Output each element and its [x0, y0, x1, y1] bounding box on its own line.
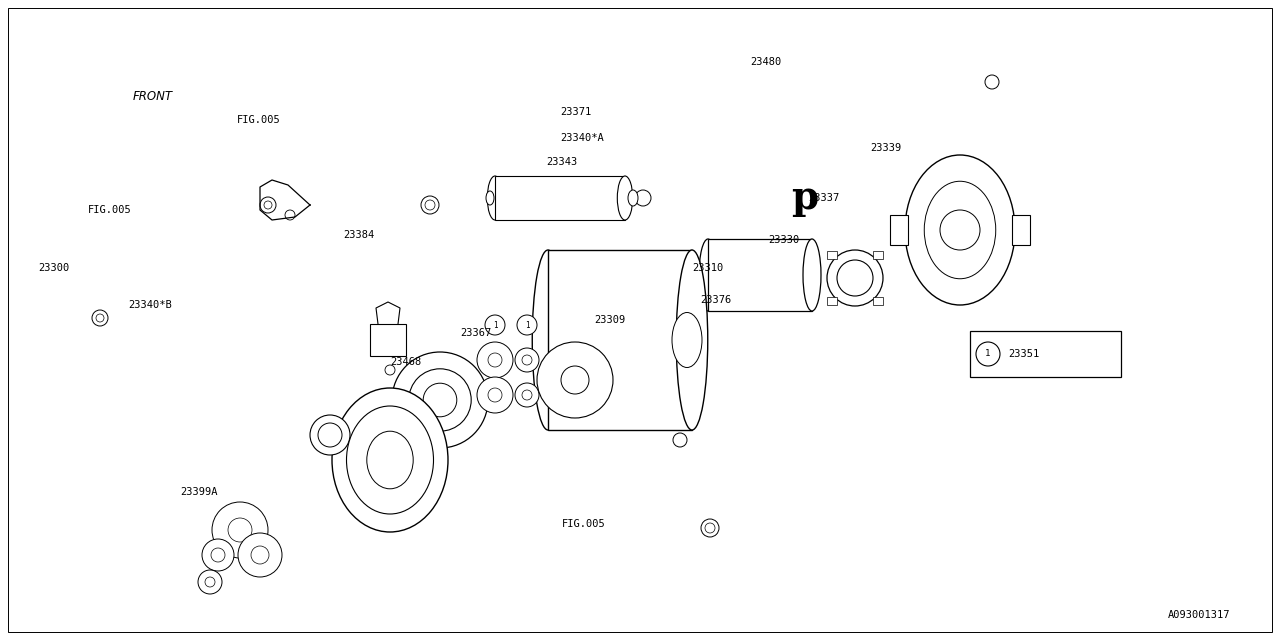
Text: 23340*B: 23340*B [128, 300, 172, 310]
Bar [548, 250, 692, 430]
Circle shape [96, 314, 104, 322]
Circle shape [317, 423, 342, 447]
Ellipse shape [905, 155, 1015, 305]
Text: 1: 1 [986, 349, 991, 358]
Text: A093001317: A093001317 [1167, 610, 1230, 620]
Bar [873, 251, 883, 259]
Circle shape [212, 502, 268, 558]
Circle shape [515, 383, 539, 407]
Ellipse shape [699, 239, 717, 311]
Text: 1: 1 [493, 321, 498, 330]
Text: 1: 1 [525, 321, 530, 330]
Circle shape [238, 533, 282, 577]
Text: 23367: 23367 [460, 328, 492, 338]
Circle shape [198, 570, 221, 594]
Bar [890, 215, 908, 245]
Circle shape [425, 200, 435, 210]
Circle shape [251, 546, 269, 564]
Bar [370, 324, 406, 356]
Text: 23339: 23339 [870, 143, 901, 153]
Circle shape [202, 539, 234, 571]
Text: 23310: 23310 [692, 263, 723, 273]
Text: FIG.005: FIG.005 [237, 115, 280, 125]
Bar [827, 251, 837, 259]
Ellipse shape [924, 181, 996, 279]
Ellipse shape [332, 388, 448, 532]
Circle shape [986, 75, 998, 89]
Circle shape [228, 518, 252, 542]
Text: 23376: 23376 [700, 295, 731, 305]
Text: 23340*A: 23340*A [561, 133, 604, 143]
Circle shape [488, 353, 502, 367]
Text: 23330: 23330 [768, 235, 799, 245]
Bar [495, 176, 625, 220]
Text: 23480: 23480 [750, 57, 781, 67]
Circle shape [408, 369, 471, 431]
Text: 23351: 23351 [1009, 349, 1039, 359]
Circle shape [477, 377, 513, 413]
Circle shape [538, 342, 613, 418]
Circle shape [92, 310, 108, 326]
Circle shape [940, 210, 980, 250]
Ellipse shape [367, 431, 413, 489]
Circle shape [837, 260, 873, 296]
Circle shape [705, 523, 716, 533]
Ellipse shape [803, 239, 820, 311]
Circle shape [561, 366, 589, 394]
Ellipse shape [672, 312, 701, 367]
Text: 23468: 23468 [390, 357, 421, 367]
Ellipse shape [486, 191, 494, 205]
Circle shape [421, 196, 439, 214]
Text: FRONT: FRONT [133, 90, 173, 103]
Circle shape [264, 201, 273, 209]
Circle shape [285, 210, 294, 220]
Text: 23399A: 23399A [180, 487, 218, 497]
Bar [873, 298, 883, 305]
Ellipse shape [532, 250, 563, 430]
Bar [970, 331, 1121, 377]
Circle shape [385, 365, 396, 375]
Circle shape [260, 197, 276, 213]
Circle shape [517, 315, 538, 335]
Bar [1012, 215, 1030, 245]
Circle shape [310, 415, 349, 455]
Ellipse shape [628, 190, 637, 206]
Circle shape [205, 577, 215, 587]
Ellipse shape [676, 250, 708, 430]
Circle shape [522, 355, 532, 365]
Circle shape [515, 348, 539, 372]
Circle shape [424, 383, 457, 417]
Text: 23371: 23371 [561, 107, 591, 117]
Circle shape [392, 352, 488, 448]
Circle shape [522, 390, 532, 400]
Circle shape [488, 388, 502, 402]
Text: 23343: 23343 [547, 157, 577, 167]
Text: p: p [791, 179, 819, 217]
Circle shape [701, 519, 719, 537]
Text: 23300: 23300 [38, 263, 69, 273]
Circle shape [485, 315, 506, 335]
Ellipse shape [347, 406, 434, 514]
Text: 23309: 23309 [594, 315, 625, 325]
Text: 23384: 23384 [343, 230, 374, 240]
Circle shape [211, 548, 225, 562]
Circle shape [477, 342, 513, 378]
Text: 23337: 23337 [808, 193, 840, 203]
Circle shape [977, 342, 1000, 366]
Text: FIG.005: FIG.005 [88, 205, 132, 215]
Circle shape [827, 250, 883, 306]
Bar [827, 298, 837, 305]
Circle shape [635, 190, 652, 206]
Ellipse shape [488, 176, 503, 220]
Text: FIG.005: FIG.005 [562, 519, 605, 529]
Circle shape [673, 433, 687, 447]
Ellipse shape [617, 176, 632, 220]
Bar [708, 239, 812, 311]
